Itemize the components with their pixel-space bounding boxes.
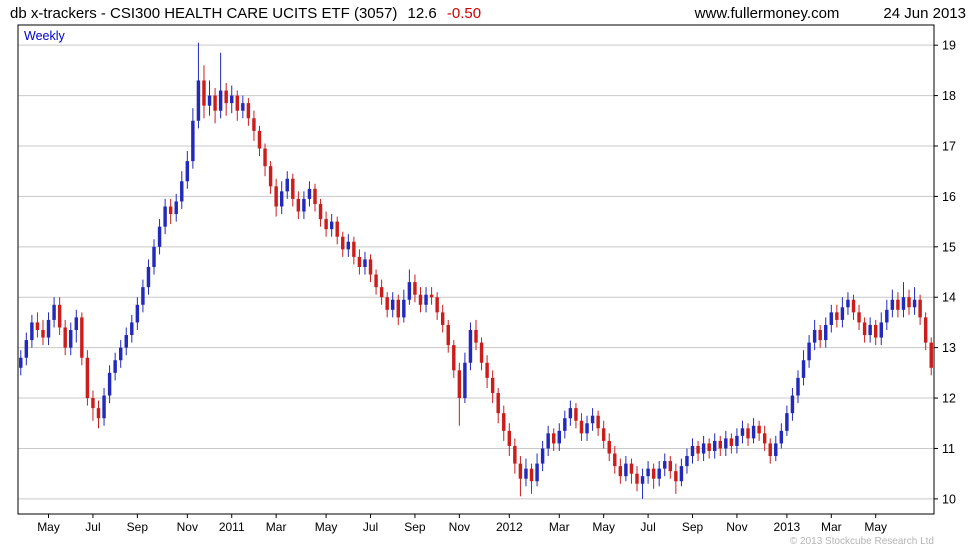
svg-text:Jul: Jul: [85, 520, 100, 534]
svg-text:16: 16: [942, 190, 956, 204]
svg-text:2011: 2011: [219, 520, 245, 534]
interval-label: Weekly: [24, 29, 65, 43]
instrument-title: db x-trackers - CSI300 HEALTH CARE UCITS…: [10, 5, 398, 22]
copyright-label: © 2013 Stockcube Research Ltd: [789, 536, 934, 547]
svg-text:Jul: Jul: [640, 520, 655, 534]
svg-text:May: May: [592, 520, 615, 534]
svg-text:May: May: [37, 520, 60, 534]
svg-text:Nov: Nov: [177, 520, 198, 534]
candlestick-chart: 10 11 12 13 14 15 16 17 18 19 May Jul Sep Nov 2011 Mar M…: [0, 23, 980, 557]
svg-text:Sep: Sep: [404, 520, 426, 534]
svg-text:Nov: Nov: [449, 520, 470, 534]
svg-text:10: 10: [942, 492, 956, 506]
y-axis-labels: 10 11 12 13 14 15 16 17 18 19: [934, 39, 956, 506]
svg-text:15: 15: [942, 240, 956, 254]
svg-text:17: 17: [942, 139, 956, 153]
svg-text:14: 14: [942, 291, 956, 305]
svg-text:Mar: Mar: [266, 520, 287, 534]
svg-text:11: 11: [942, 442, 955, 456]
instrument-title-group: db x-trackers - CSI300 HEALTH CARE UCITS…: [10, 5, 481, 22]
svg-text:2013: 2013: [774, 520, 801, 534]
svg-text:18: 18: [942, 89, 956, 103]
svg-text:Nov: Nov: [726, 520, 747, 534]
svg-text:Sep: Sep: [682, 520, 704, 534]
svg-text:Mar: Mar: [549, 520, 570, 534]
svg-text:Jul: Jul: [363, 520, 378, 534]
x-axis-labels: May Jul Sep Nov 2011 Mar May Jul Sep Nov 2012 Mar Ma…: [37, 514, 887, 534]
chart-header: db x-trackers - CSI300 HEALTH CARE UCITS…: [0, 0, 980, 23]
svg-text:19: 19: [942, 39, 956, 53]
price-change: -0.50: [446, 5, 482, 22]
header-right-group: www.fullermoney.com 24 Jun 2013: [695, 5, 970, 22]
grid-lines: [18, 44, 934, 500]
website-label: www.fullermoney.com: [694, 5, 840, 22]
candles: [19, 42, 933, 499]
date-label: 24 Jun 2013: [883, 5, 966, 22]
svg-text:Sep: Sep: [127, 520, 149, 534]
last-price: 12.6: [407, 5, 437, 22]
svg-text:12: 12: [942, 392, 956, 406]
svg-text:May: May: [864, 520, 887, 534]
svg-text:Mar: Mar: [821, 520, 842, 534]
plot-frame: [17, 24, 935, 515]
svg-text:2012: 2012: [496, 520, 523, 534]
svg-text:13: 13: [942, 341, 956, 355]
svg-text:May: May: [315, 520, 338, 534]
